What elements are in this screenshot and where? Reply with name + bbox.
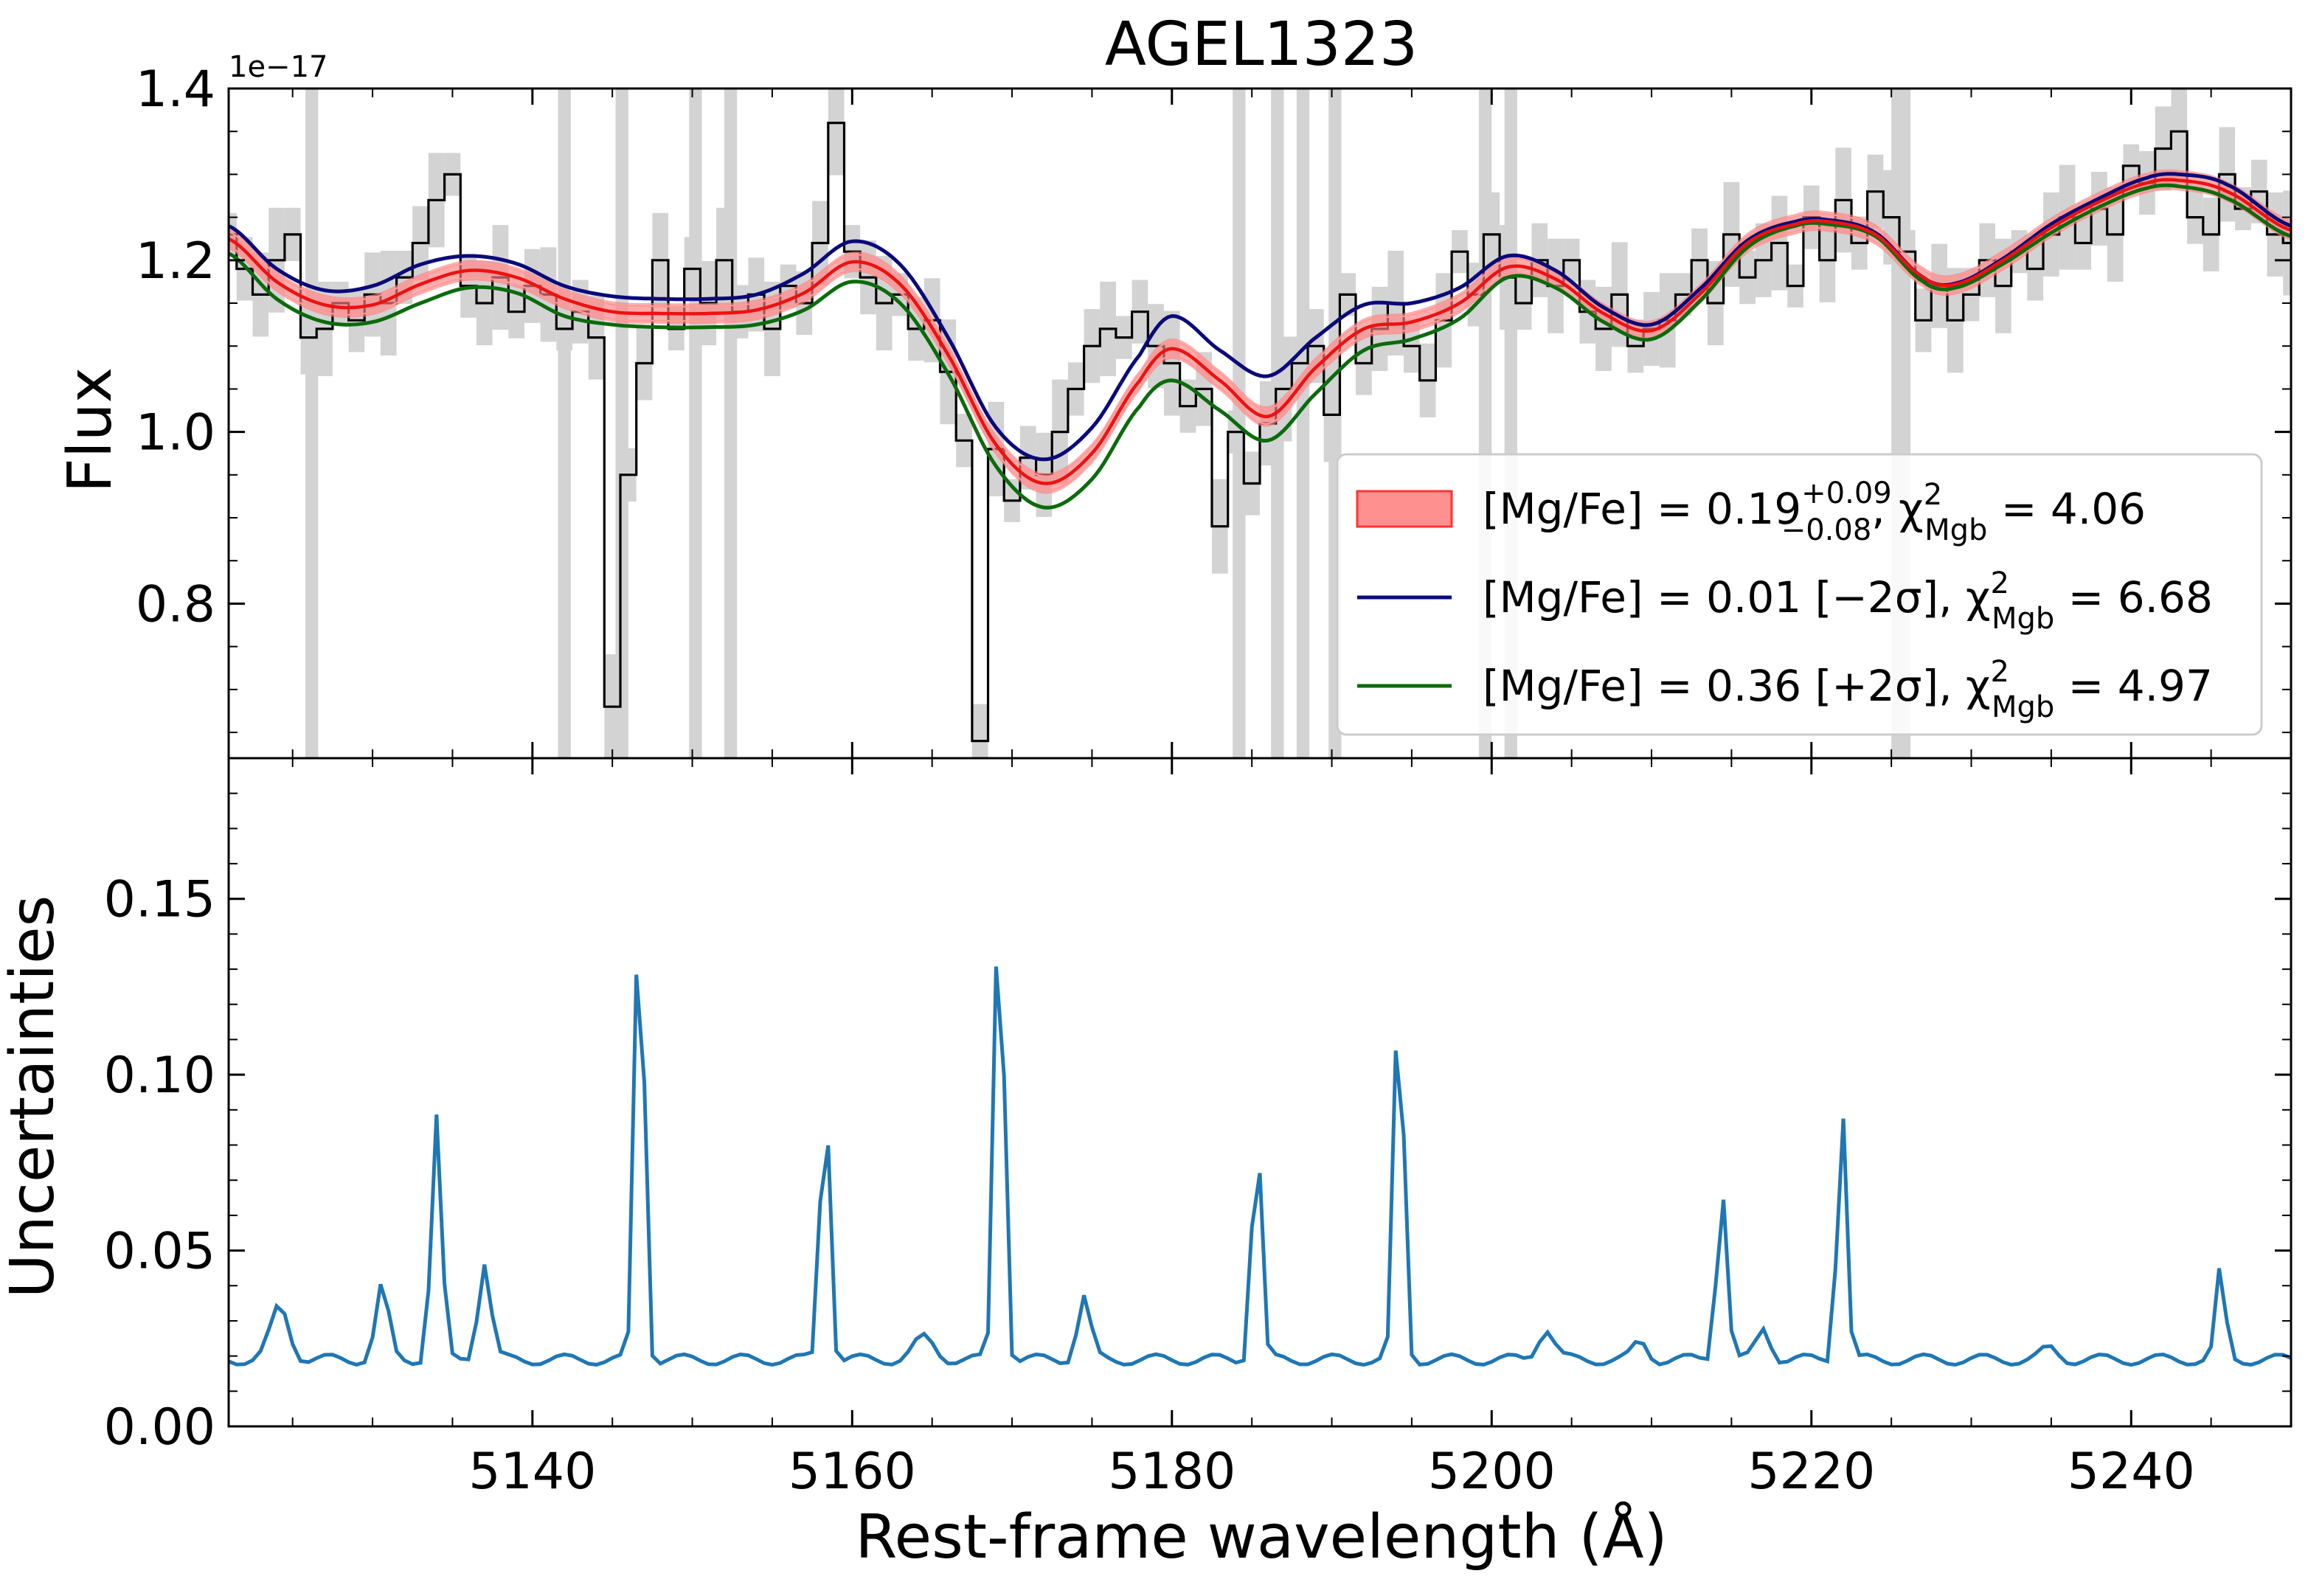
- top-panel: 0.8 1.0 1.2 1.4: [136, 60, 2293, 760]
- top-y-tick-label: 0.8: [136, 575, 215, 634]
- best-fit-line: [229, 178, 2291, 485]
- legend-chi-sub: Mgb: [1924, 513, 1987, 547]
- plus-2sigma-line: [229, 183, 2291, 510]
- bottom-y-tick-label: 0.15: [104, 871, 215, 929]
- observed-error-bar: [828, 89, 845, 176]
- legend-sub: −0.08: [1781, 513, 1872, 547]
- x-axis-label: Rest-frame wavelength (Å): [855, 1502, 1667, 1572]
- x-tick-label: 5220: [1747, 1443, 1875, 1501]
- best-fit-band-edge: [229, 171, 2291, 477]
- masked-region: [558, 89, 571, 758]
- legend-box: [1336, 453, 2263, 736]
- legend-chi-sub: Mgb: [1992, 602, 2054, 636]
- top-y-tick-label: 1.2: [136, 232, 215, 291]
- legend-chi: χ: [1899, 484, 1924, 534]
- x-tick-label: 5240: [2068, 1443, 2195, 1501]
- x-tick-label: 5200: [1428, 1443, 1556, 1501]
- legend-chi-sup: 2: [1990, 566, 2009, 600]
- top-plot-area: [229, 89, 2291, 758]
- x-tick-label: 5180: [1108, 1443, 1236, 1501]
- bottom-y-tick-label: 0.10: [104, 1047, 215, 1105]
- legend-main-text: [Mg/Fe] = 0.19: [1483, 484, 1801, 534]
- legend-chi-value: = 4.97: [2054, 661, 2213, 711]
- bottom-y-tick-label: 0.05: [104, 1223, 215, 1281]
- bottom-y-tick-label: 0.00: [104, 1398, 215, 1457]
- x-tick-label: 5140: [468, 1443, 596, 1501]
- masked-region: [689, 89, 702, 758]
- legend-swatch-band: [1356, 490, 1453, 528]
- chart-title: AGEL1323: [1105, 10, 1418, 80]
- legend-chi-value: = 6.68: [2054, 572, 2213, 622]
- uncertainty-line: [229, 966, 2291, 1367]
- legend-entry-label: [Mg/Fe] = 0.36 [+2σ], χ2 Mgb = 4.97: [1483, 655, 2213, 724]
- legend-chi: χ: [1966, 572, 1991, 622]
- legend: [Mg/Fe] = 0.19+0.09 −0.08, χ2 Mgb = 4.06[M…: [1336, 453, 2263, 736]
- masked-region: [724, 89, 738, 758]
- top-y-axis-label: Flux: [55, 367, 125, 493]
- bottom-y-axis-label: Uncertainties: [0, 895, 68, 1299]
- bottom-frame: [227, 757, 2293, 1428]
- legend-entry-label: [Mg/Fe] = 0.01 [−2σ], χ2 Mgb = 6.68: [1483, 566, 2213, 636]
- top-y-tick-label: 1.0: [136, 404, 215, 462]
- masked-region: [1296, 89, 1310, 758]
- legend-chi: χ: [1966, 661, 1991, 711]
- bottom-plot-area: [229, 966, 2291, 1367]
- legend-chi-value: = 4.06: [1987, 484, 2146, 534]
- best-fit-band-edge: [229, 186, 2291, 492]
- legend-entry-label: [Mg/Fe] = 0.19+0.09 −0.08, χ2 Mgb = 4.06: [1483, 476, 2146, 547]
- legend-chi-sup: 2: [1924, 478, 1942, 512]
- legend-main-text: [Mg/Fe] = 0.01 [−2σ],: [1483, 572, 1966, 622]
- bottom-panel: 0.00 0.05 0.10 0.15 5140 5160 5180 5200 5220 5240: [104, 89, 2293, 1501]
- observed-error-bar: [2171, 89, 2188, 184]
- legend-sep: ,: [1871, 484, 1899, 534]
- masked-region: [615, 89, 628, 758]
- top-y-tick-label: 1.4: [136, 60, 215, 119]
- x-tick-label: 5160: [789, 1443, 916, 1501]
- observed-error-bar: [971, 704, 988, 758]
- legend-sup: +0.09: [1801, 476, 1892, 510]
- y-offset-text: 1e−17: [229, 50, 328, 84]
- legend-main-text: [Mg/Fe] = 0.36 [+2σ],: [1483, 661, 1966, 711]
- legend-chi-sup: 2: [1990, 655, 2009, 689]
- observed-spectrum-line: [229, 122, 2291, 743]
- legend-chi-sub: Mgb: [1992, 690, 2054, 724]
- masked-region: [305, 89, 319, 758]
